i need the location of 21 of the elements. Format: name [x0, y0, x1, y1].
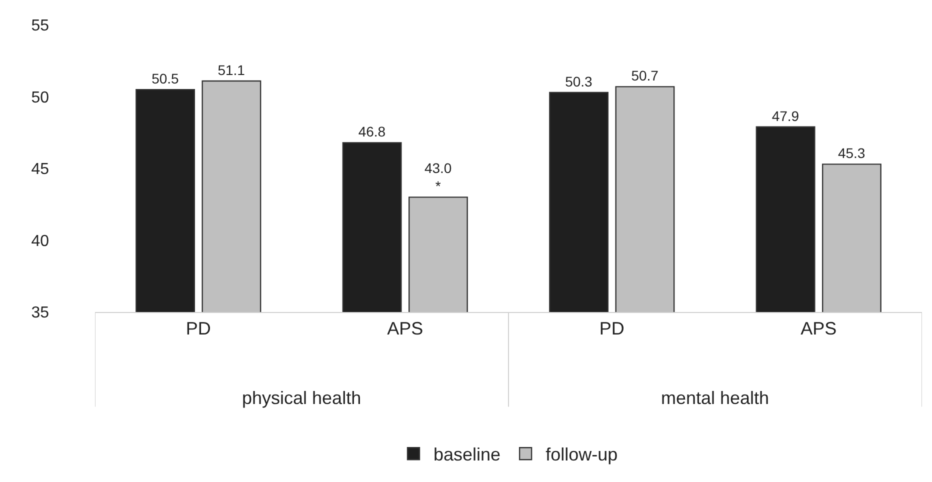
y-tick-label: 55	[31, 18, 50, 35]
data-label: 50.5	[152, 70, 180, 87]
data-label: 47.9	[772, 108, 800, 124]
data-label: 43.0 *	[424, 160, 452, 194]
legend-label: baseline	[434, 444, 501, 465]
x-tick-label: PD	[186, 318, 211, 339]
y-tick-label: 45	[31, 161, 50, 178]
y-tick-label: 50	[31, 89, 50, 106]
data-label: 50.3	[565, 73, 593, 90]
data-label: 51.1	[218, 62, 246, 78]
x-tick-label: PD	[599, 318, 624, 339]
x-tick-label: APS	[800, 318, 837, 339]
text: physical health	[242, 388, 362, 408]
data-label: 46.8	[358, 124, 386, 140]
legend-label: follow-up	[546, 444, 618, 465]
y-tick-label: 35	[31, 304, 50, 322]
data-label: 50.7	[631, 68, 659, 84]
y-tick-label: 40	[31, 232, 50, 250]
text: mental health	[661, 388, 770, 408]
data-label: 45.3	[838, 145, 866, 162]
x-tick-label: APS	[387, 318, 424, 339]
